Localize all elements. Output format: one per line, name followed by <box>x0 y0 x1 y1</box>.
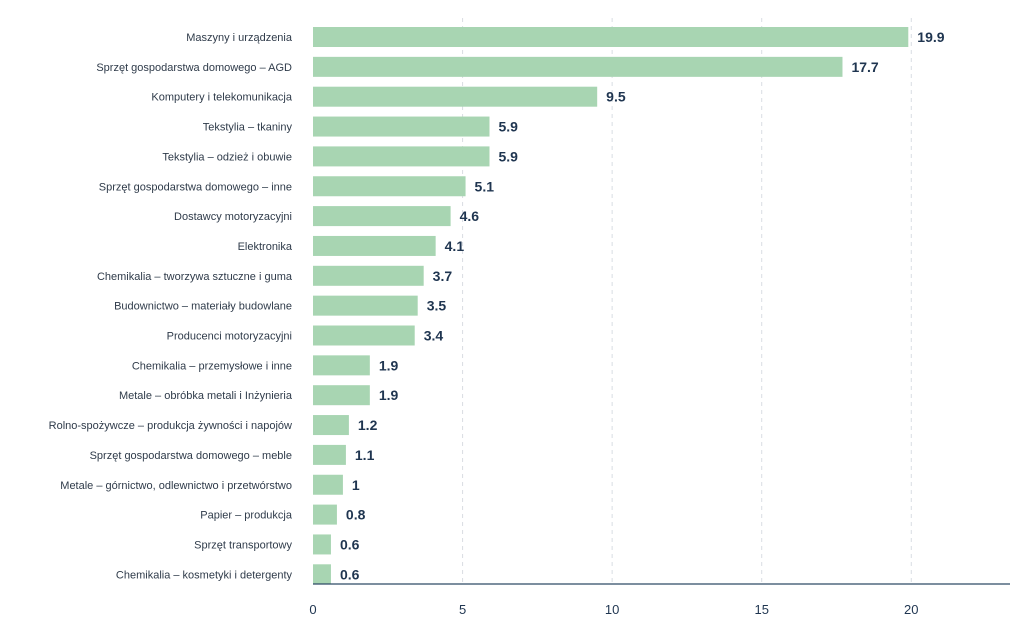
x-tick-label: 15 <box>754 602 768 617</box>
value-label: 5.9 <box>498 119 518 135</box>
category-label: Metale – obróbka metali i Inżynieria <box>119 390 293 402</box>
category-label: Producenci motoryzacyjni <box>167 331 292 343</box>
x-tick-label: 5 <box>459 602 466 617</box>
category-label: Sprzęt gospodarstwa domowego – AGD <box>96 62 292 74</box>
x-axis-ticks: 0 5 10 15 20 <box>309 602 918 617</box>
value-label: 0.6 <box>340 566 360 582</box>
category-label: Metale – górnictwo, odlewnictwo i przetw… <box>60 480 292 492</box>
value-label: 5.1 <box>475 178 495 194</box>
bar <box>313 27 909 47</box>
value-label: 1.9 <box>379 357 399 373</box>
category-label: Budownictwo – materiały budowlane <box>114 301 292 313</box>
bar <box>313 235 436 256</box>
bar <box>313 265 424 286</box>
bar <box>313 295 418 316</box>
x-tick-label: 10 <box>605 602 619 617</box>
value-label: 17.7 <box>851 59 878 75</box>
value-label: 9.5 <box>606 89 626 105</box>
value-label: 1.9 <box>379 387 399 403</box>
bar <box>313 474 343 495</box>
bar <box>313 325 415 346</box>
category-label: Tekstylia – tkaniny <box>203 122 293 134</box>
bar <box>313 415 349 436</box>
bar <box>313 534 331 555</box>
value-label: 3.5 <box>427 298 447 314</box>
bar <box>313 206 451 227</box>
gridlines <box>462 18 912 584</box>
category-label: Chemikalia – przemysłowe i inne <box>132 360 292 372</box>
value-label: 0.6 <box>340 536 360 552</box>
value-label: 5.9 <box>498 148 518 164</box>
value-label: 19.9 <box>917 29 944 45</box>
bar <box>313 444 346 465</box>
x-tick-label: 20 <box>904 602 918 617</box>
bar <box>313 504 337 525</box>
bar <box>313 146 490 167</box>
category-label: Chemikalia – tworzywa sztuczne i guma <box>97 271 293 283</box>
bar <box>313 176 466 197</box>
bar <box>313 56 843 77</box>
value-label: 1.1 <box>355 447 375 463</box>
bar <box>313 355 370 376</box>
value-label: 3.7 <box>433 268 453 284</box>
category-label: Sprzęt gospodarstwa domowego – meble <box>90 450 292 462</box>
category-label: Sprzęt gospodarstwa domowego – inne <box>99 181 292 193</box>
value-label: 3.4 <box>424 328 444 344</box>
value-label: 1 <box>352 477 360 493</box>
value-label: 1.2 <box>358 417 378 433</box>
x-tick-label: 0 <box>309 602 316 617</box>
value-label: 0.8 <box>346 507 366 523</box>
bar <box>313 385 370 406</box>
value-label: 4.6 <box>460 208 480 224</box>
value-label: 4.1 <box>445 238 465 254</box>
bar <box>313 116 490 137</box>
category-label: Papier – produkcja <box>200 510 293 522</box>
category-label: Chemikalia – kosmetyki i detergenty <box>116 569 293 581</box>
category-label: Sprzęt transportowy <box>194 539 292 551</box>
category-label: Komputery i telekomunikacja <box>151 92 293 104</box>
category-label: Dostawcy motoryzacyjni <box>174 211 292 223</box>
bar <box>313 86 598 107</box>
bar <box>313 564 331 585</box>
labels: Maszyny i urządzenia 19.9 Sprzęt gospodars… <box>49 29 945 582</box>
bars <box>313 27 909 585</box>
category-label: Tekstylia – odzież i obuwie <box>162 151 292 163</box>
category-label: Maszyny i urządzenia <box>186 32 293 44</box>
category-label: Elektronika <box>238 241 293 253</box>
category-label: Rolno-spożywcze – produkcja żywności i n… <box>49 420 292 432</box>
